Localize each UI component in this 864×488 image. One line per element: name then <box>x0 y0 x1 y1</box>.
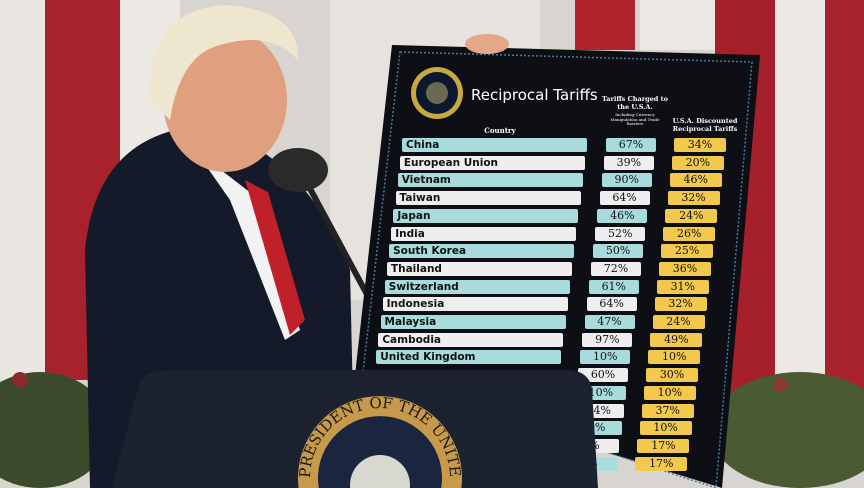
charged-tariff-cell: 97% <box>582 332 633 347</box>
charged-tariff-cell: 64% <box>586 297 637 312</box>
country-cell: Vietnam <box>397 173 583 188</box>
microphone-stand <box>297 168 373 302</box>
shirt <box>195 150 300 340</box>
discounted-tariff-cell: 17% <box>637 438 690 453</box>
charged-tariff-cell: 50% <box>593 244 644 259</box>
charged-tariff-cell: 10% <box>580 350 631 365</box>
charged-tariff-cell: 47% <box>584 315 635 329</box>
shrub <box>710 372 864 488</box>
charged-header: Tariffs Charged to the U.S.A. <box>602 95 668 111</box>
charged-tariff-cell: 39% <box>603 155 654 170</box>
discounted-tariff-cell: 24% <box>652 315 705 329</box>
country-cell: Indonesia <box>382 297 568 312</box>
hand <box>465 34 509 54</box>
charged-header-note: Including Currency Manipulation and Trad… <box>610 112 660 126</box>
country-cell: Malaysia <box>380 315 566 329</box>
discounted-tariff-cell: 10% <box>639 421 692 436</box>
discounted-tariff-cell: 36% <box>658 261 711 276</box>
country-cell: European Union <box>399 155 585 170</box>
country-cell: South Korea <box>389 244 575 259</box>
discounted-tariff-cell: 30% <box>646 368 699 383</box>
discounted-tariff-cell: 26% <box>663 226 716 241</box>
discounted-header: U.S.A. Discounted Reciprocal Tariffs <box>672 117 738 133</box>
country-cell: Switzerland <box>384 279 570 294</box>
charged-tariff-cell: % <box>569 438 620 453</box>
country-cell: Cambodia <box>378 332 564 347</box>
discounted-tariff-cell: 34% <box>674 138 726 152</box>
country-cell: China <box>402 138 587 152</box>
charged-tariff-cell: 0% <box>571 421 622 436</box>
discounted-tariff-cell: 32% <box>654 297 707 312</box>
face <box>163 28 287 172</box>
charged-tariff-cell: 72% <box>590 261 641 276</box>
charged-tariff-cell: 10% <box>575 385 626 400</box>
shrub <box>0 372 110 488</box>
microphone <box>268 148 328 192</box>
charged-tariff-cell: 64% <box>599 191 650 206</box>
country-cell: Thailand <box>386 261 572 276</box>
discounted-tariff-cell: 32% <box>667 191 720 206</box>
charged-tariff-cell: 52% <box>595 226 646 241</box>
charged-tariff-cell: 90% <box>601 173 652 188</box>
discounted-tariff-cell: 37% <box>641 403 694 418</box>
country-cell: Taiwan <box>395 191 581 206</box>
charged-tariff-cell: 74% <box>573 403 624 418</box>
country-cell: Japan <box>393 208 579 223</box>
discounted-tariff-cell: 10% <box>648 350 701 365</box>
discounted-tariff-cell: 31% <box>656 279 709 294</box>
charged-tariff-cell: 61% <box>588 279 639 294</box>
discounted-tariff-cell: 10% <box>643 385 696 400</box>
discounted-tariff-cell: 17% <box>635 456 688 471</box>
hair <box>149 5 299 120</box>
charged-tariff-cell: 60% <box>578 368 629 383</box>
board-title: Reciprocal Tariffs <box>471 86 598 104</box>
discounted-tariff-cell: 46% <box>669 173 722 188</box>
charged-tariff-cell: % <box>567 456 618 471</box>
discounted-tariff-cell: 49% <box>650 332 703 347</box>
discounted-tariff-cell: 24% <box>665 208 718 223</box>
country-cell: United Kingdom <box>376 350 562 365</box>
charged-tariff-cell: 67% <box>606 138 656 152</box>
discounted-tariff-cell: 25% <box>661 244 714 259</box>
discounted-tariff-cell: 20% <box>671 155 724 170</box>
country-cell: India <box>391 226 577 241</box>
tie <box>245 180 305 335</box>
country-header: Country <box>484 126 516 135</box>
charged-tariff-cell: 46% <box>597 208 648 223</box>
